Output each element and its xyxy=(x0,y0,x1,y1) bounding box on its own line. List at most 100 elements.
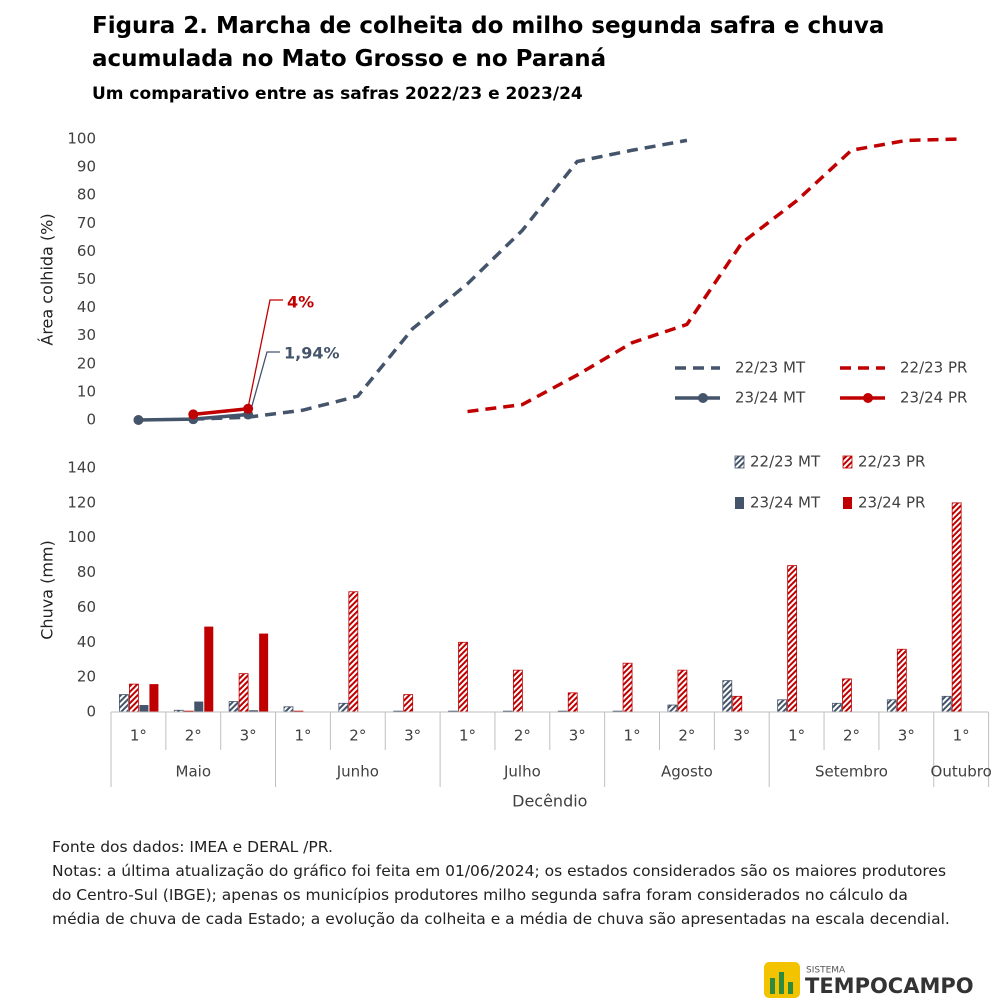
bar xyxy=(283,706,294,713)
legend-label: 23/24 PR xyxy=(858,494,925,512)
bar xyxy=(941,695,952,713)
y-tick-label: 140 xyxy=(67,459,96,477)
bar xyxy=(832,702,842,713)
legend-label: 22/23 MT xyxy=(750,453,821,471)
x-tick-label: 2° xyxy=(349,727,366,745)
notes: Notas: a última atualização do gráfico f… xyxy=(52,862,950,928)
y-tick-label: 100 xyxy=(67,528,96,546)
x-group-label: Maio xyxy=(176,763,211,781)
subtitle: Um comparativo entre as safras 2022/23 e… xyxy=(92,84,583,104)
annotation: 4% xyxy=(287,293,314,312)
y-axis-label: Área colhida (%) xyxy=(38,213,57,345)
bar xyxy=(194,701,204,712)
x-group-label: Agosto xyxy=(661,763,713,781)
x-tick-label: 3° xyxy=(733,727,750,745)
bar xyxy=(204,626,214,712)
annotation: 1,94% xyxy=(284,344,340,363)
title: Figura 2. Marcha de colheita do milho se… xyxy=(92,13,885,72)
legend-swatch xyxy=(734,455,745,469)
bar xyxy=(228,701,239,713)
x-axis-label: Decêndio xyxy=(512,792,587,811)
y-tick-label: 20 xyxy=(77,668,96,686)
legend-swatch xyxy=(843,497,852,509)
x-tick-label: 3° xyxy=(240,727,257,745)
legend-marker xyxy=(698,393,708,403)
logo-name: TEMPOCAMPO xyxy=(805,974,974,998)
y-tick-label: 80 xyxy=(77,563,96,581)
line-series xyxy=(193,407,249,417)
bar xyxy=(139,705,149,712)
bar xyxy=(129,683,139,713)
legend-label: 23/24 PR xyxy=(900,389,967,407)
bar xyxy=(667,704,678,713)
x-tick-label: 1° xyxy=(459,727,476,745)
x-group-label: Setembro xyxy=(815,763,888,781)
x-tick-label: 1° xyxy=(788,727,805,745)
legend-label: 23/24 MT xyxy=(735,389,806,407)
line-series xyxy=(193,138,688,421)
bar xyxy=(622,662,633,713)
bar xyxy=(842,678,852,713)
bar xyxy=(149,684,159,712)
x-tick-label: 1° xyxy=(953,727,970,745)
bar xyxy=(896,648,907,713)
bar xyxy=(732,695,743,713)
x-tick-label: 2° xyxy=(185,727,202,745)
x-group-label: Junho xyxy=(336,763,379,781)
y-tick-label: 20 xyxy=(77,354,96,372)
x-tick-label: 1° xyxy=(624,727,641,745)
y-axis-label: Chuva (mm) xyxy=(38,540,57,639)
x-tick-label: 2° xyxy=(514,727,531,745)
y-tick-label: 60 xyxy=(77,242,96,260)
x-group-label: Julho xyxy=(503,763,541,781)
x-tick-label: 2° xyxy=(678,727,695,745)
legend-label: 22/23 PR xyxy=(858,453,925,471)
bar xyxy=(403,694,414,713)
bar xyxy=(777,699,788,713)
bar xyxy=(787,565,798,713)
x-tick-label: 1° xyxy=(130,727,147,745)
bar xyxy=(886,699,897,713)
legend-swatch xyxy=(842,455,853,469)
bar xyxy=(458,641,468,713)
legend-label: 22/23 MT xyxy=(735,359,806,377)
bar xyxy=(512,669,523,713)
bar xyxy=(259,633,269,712)
y-tick-label: 40 xyxy=(77,298,96,316)
logo-small: SISTEMA xyxy=(806,966,846,976)
y-tick-label: 60 xyxy=(77,598,96,616)
point xyxy=(133,415,144,425)
logo: SISTEMA TEMPOCAMPO xyxy=(764,962,974,998)
bar xyxy=(567,692,578,713)
bar xyxy=(249,710,259,712)
x-tick-label: 3° xyxy=(404,727,421,745)
bar xyxy=(677,669,688,713)
x-tick-label: 1° xyxy=(294,727,311,745)
y-tick-label: 100 xyxy=(67,130,96,148)
bar xyxy=(348,591,359,713)
y-tick-label: 80 xyxy=(77,186,96,204)
bar xyxy=(338,702,349,713)
leader-line xyxy=(247,299,283,409)
y-tick-label: 0 xyxy=(86,411,96,429)
bar xyxy=(951,502,962,713)
y-tick-label: 70 xyxy=(77,214,96,232)
y-tick-label: 10 xyxy=(77,382,96,400)
leader-line xyxy=(249,351,280,414)
y-tick-label: 40 xyxy=(77,633,96,651)
bar xyxy=(238,673,249,713)
y-tick-label: 0 xyxy=(86,703,96,721)
point xyxy=(188,409,199,420)
source: Fonte dos dados: IMEA e DERAL /PR. xyxy=(52,838,333,856)
bar xyxy=(119,694,129,713)
point xyxy=(243,403,254,414)
x-tick-label: 2° xyxy=(843,727,860,745)
bar xyxy=(722,680,733,713)
y-tick-label: 90 xyxy=(77,158,96,176)
line-series xyxy=(467,137,962,414)
x-tick-label: 3° xyxy=(898,727,915,745)
x-group-label: Outubro xyxy=(931,763,992,781)
legend-swatch xyxy=(735,497,744,509)
